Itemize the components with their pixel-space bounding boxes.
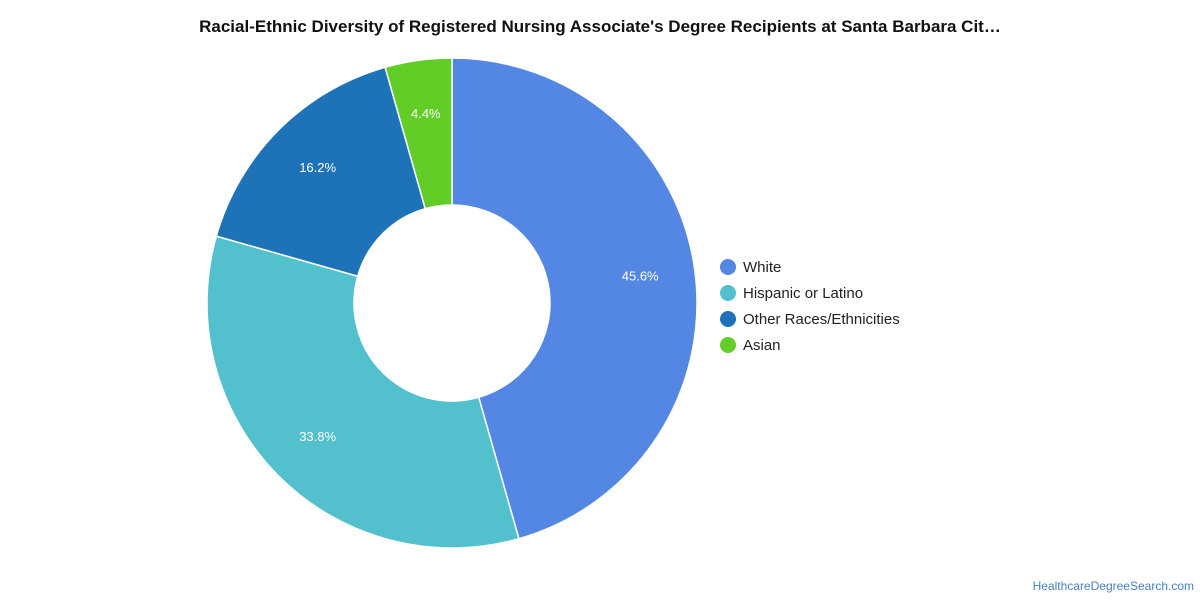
slice-asian[interactable] <box>384 57 453 210</box>
legend-label-asian: Asian <box>743 336 781 354</box>
chart-title: Racial-Ethnic Diversity of Registered Nu… <box>199 17 1001 36</box>
legend-label-white: White <box>743 258 782 276</box>
legend-swatch-white <box>720 259 736 275</box>
slice-label-asian: 4.4% <box>411 106 441 121</box>
legend-swatch-other-races-ethnicities <box>720 311 736 327</box>
slice-white[interactable] <box>451 57 698 540</box>
legend-swatch-asian <box>720 337 736 353</box>
slice-other-races-ethnicities[interactable] <box>215 66 427 278</box>
legend: White Hispanic or Latino Other Races/Eth… <box>720 254 900 358</box>
source-credit-link[interactable]: HealthcareDegreeSearch.com <box>1032 579 1194 593</box>
slice-label-hispanic-or-latino: 33.8% <box>299 429 336 444</box>
legend-item-white[interactable]: White <box>720 254 900 280</box>
slice-hispanic-or-latino[interactable] <box>206 235 520 549</box>
legend-label-other-races-ethnicities: Other Races/Ethnicities <box>743 310 900 328</box>
slice-label-other-races-ethnicities: 16.2% <box>299 160 336 175</box>
legend-swatch-hispanic-or-latino <box>720 285 736 301</box>
legend-label-hispanic-or-latino: Hispanic or Latino <box>743 284 864 302</box>
slice-label-white: 45.6% <box>622 268 659 283</box>
legend-item-other-races-ethnicities[interactable]: Other Races/Ethnicities <box>720 306 900 332</box>
legend-item-hispanic-or-latino[interactable]: Hispanic or Latino <box>720 280 900 306</box>
legend-item-asian[interactable]: Asian <box>720 332 900 358</box>
